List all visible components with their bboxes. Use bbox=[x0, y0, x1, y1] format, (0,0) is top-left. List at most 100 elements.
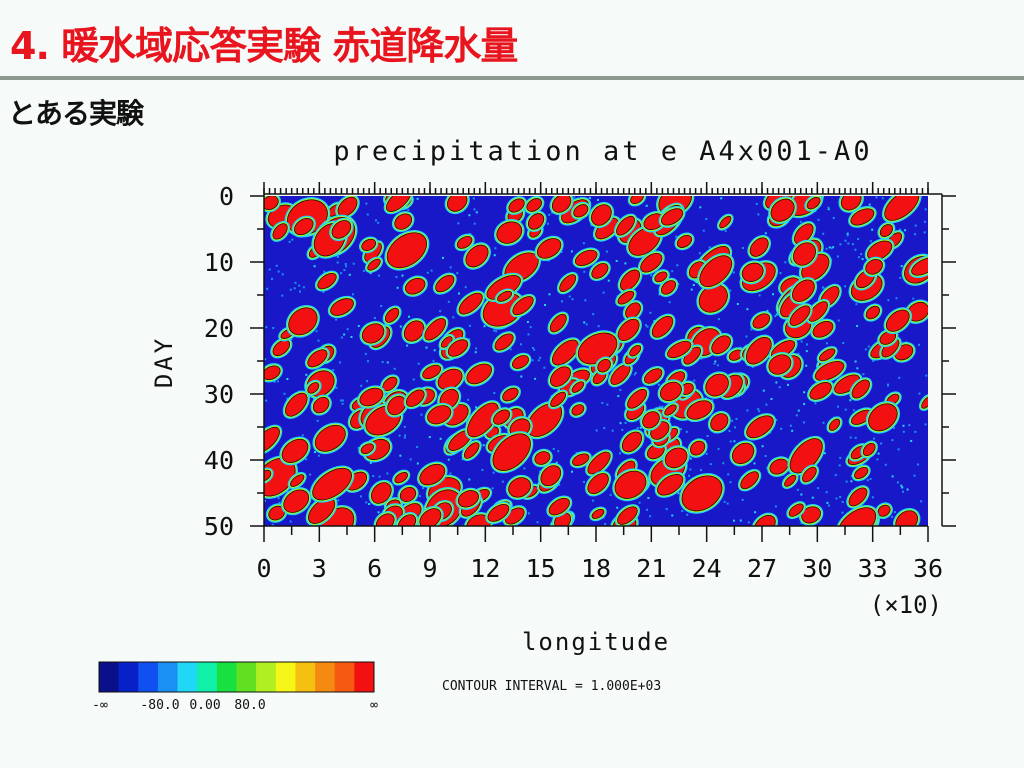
drizzle-cell bbox=[869, 478, 872, 480]
drizzle-cell bbox=[891, 439, 894, 442]
drizzle-cell bbox=[336, 261, 339, 264]
rain-cell bbox=[851, 464, 871, 482]
drizzle-cell bbox=[832, 217, 835, 219]
colorbar-frame bbox=[98, 661, 375, 693]
rain-cell bbox=[729, 440, 757, 467]
drizzle-cell bbox=[797, 409, 800, 412]
y-tick-label: 40 bbox=[204, 446, 234, 475]
drizzle-cell bbox=[834, 474, 837, 477]
drizzle-cell bbox=[757, 408, 760, 411]
drizzle-cell bbox=[420, 413, 423, 416]
drizzle-cell bbox=[841, 511, 844, 514]
drizzle-cell bbox=[677, 492, 680, 495]
drizzle-cell bbox=[871, 496, 874, 499]
drizzle-cell bbox=[832, 246, 835, 249]
drizzle-cell bbox=[557, 450, 560, 453]
drizzle-cell bbox=[340, 272, 343, 275]
rain-cell bbox=[608, 361, 633, 388]
drizzle-cell bbox=[902, 424, 905, 427]
rain-cell bbox=[708, 332, 734, 357]
drizzle-cell bbox=[494, 247, 497, 250]
drizzle-cell bbox=[372, 475, 375, 477]
drizzle-cell bbox=[335, 386, 338, 389]
drizzle-cell bbox=[570, 250, 573, 253]
rain-cell bbox=[697, 252, 735, 290]
drizzle-cell bbox=[526, 321, 529, 323]
rain-cell bbox=[314, 270, 340, 292]
rain-cell bbox=[681, 344, 704, 367]
rain-cell bbox=[594, 356, 614, 375]
rain-cell bbox=[532, 448, 553, 468]
drizzle-cell bbox=[755, 202, 758, 205]
drizzle-cell bbox=[341, 402, 344, 405]
rain-cell bbox=[403, 387, 428, 410]
y-tick-label: 10 bbox=[204, 248, 234, 277]
drizzle-cell bbox=[532, 347, 534, 349]
drizzle-cell bbox=[906, 488, 909, 491]
drizzle-cell bbox=[720, 197, 723, 200]
drizzle-cell bbox=[868, 203, 871, 206]
rain-cell bbox=[767, 456, 791, 477]
drizzle-cell bbox=[864, 348, 867, 351]
drizzle-cell bbox=[275, 264, 278, 267]
drizzle-cell bbox=[739, 519, 742, 522]
rain-cell bbox=[846, 485, 870, 509]
drizzle-cell bbox=[346, 328, 349, 331]
drizzle-cell bbox=[633, 373, 636, 376]
rain-cell bbox=[657, 379, 685, 404]
colorbar-labels: -∞ -80.0 0.00 80.0 ∞ bbox=[92, 698, 378, 713]
drizzle-cell bbox=[847, 242, 850, 245]
drizzle-cell bbox=[343, 333, 346, 336]
drizzle-cell bbox=[893, 426, 895, 429]
drizzle-cell bbox=[867, 345, 870, 348]
drizzle-cell bbox=[404, 434, 407, 437]
drizzle-cell bbox=[646, 508, 649, 511]
drizzle-cell bbox=[468, 214, 471, 217]
drizzle-cell bbox=[705, 452, 708, 455]
drizzle-cell bbox=[387, 437, 390, 440]
drizzle-cell bbox=[619, 422, 622, 425]
drizzle-cell bbox=[316, 419, 319, 422]
drizzle-cell bbox=[473, 222, 476, 225]
drizzle-cell bbox=[750, 328, 753, 331]
drizzle-cell bbox=[336, 256, 339, 258]
drizzle-cell bbox=[377, 221, 380, 224]
drizzle-cell bbox=[558, 483, 561, 486]
drizzle-cell bbox=[754, 511, 757, 514]
colorbar-swatch bbox=[216, 662, 237, 692]
y-tick-label: 50 bbox=[204, 512, 234, 541]
drizzle-cell bbox=[650, 274, 653, 277]
rain-cell bbox=[279, 436, 311, 466]
drizzle-cell bbox=[836, 255, 839, 258]
drizzle-cell bbox=[595, 429, 598, 432]
drizzle-cell bbox=[850, 480, 853, 483]
drizzle-cell bbox=[779, 272, 782, 275]
rain-cell bbox=[464, 400, 502, 440]
rain-cell bbox=[615, 316, 642, 344]
rain-cell bbox=[524, 400, 565, 440]
rain-cell bbox=[787, 303, 813, 329]
rain-cell bbox=[781, 472, 799, 490]
rain-cell bbox=[264, 363, 283, 383]
drizzle-cell bbox=[887, 299, 890, 302]
drizzle-cell bbox=[828, 504, 830, 507]
rain-cell bbox=[384, 393, 409, 418]
drizzle-cell bbox=[732, 271, 735, 274]
rain-cell bbox=[547, 364, 574, 390]
drizzle-cell bbox=[442, 256, 444, 259]
drizzle-cell bbox=[800, 493, 803, 496]
rain-cell bbox=[384, 229, 430, 271]
drizzle-cell bbox=[828, 246, 831, 249]
rain-cell bbox=[743, 413, 777, 441]
drizzle-cell bbox=[846, 232, 849, 235]
drizzle-cell bbox=[343, 269, 346, 272]
drizzle-cell bbox=[619, 389, 622, 391]
drizzle-cell bbox=[360, 495, 362, 498]
drizzle-cell bbox=[473, 208, 476, 211]
x-tick-label: 9 bbox=[422, 554, 437, 583]
drizzle-cell bbox=[611, 429, 614, 432]
drizzle-cell bbox=[784, 261, 787, 264]
drizzle-cell bbox=[283, 392, 286, 395]
rain-cell bbox=[432, 272, 457, 295]
drizzle-cell bbox=[830, 247, 833, 250]
